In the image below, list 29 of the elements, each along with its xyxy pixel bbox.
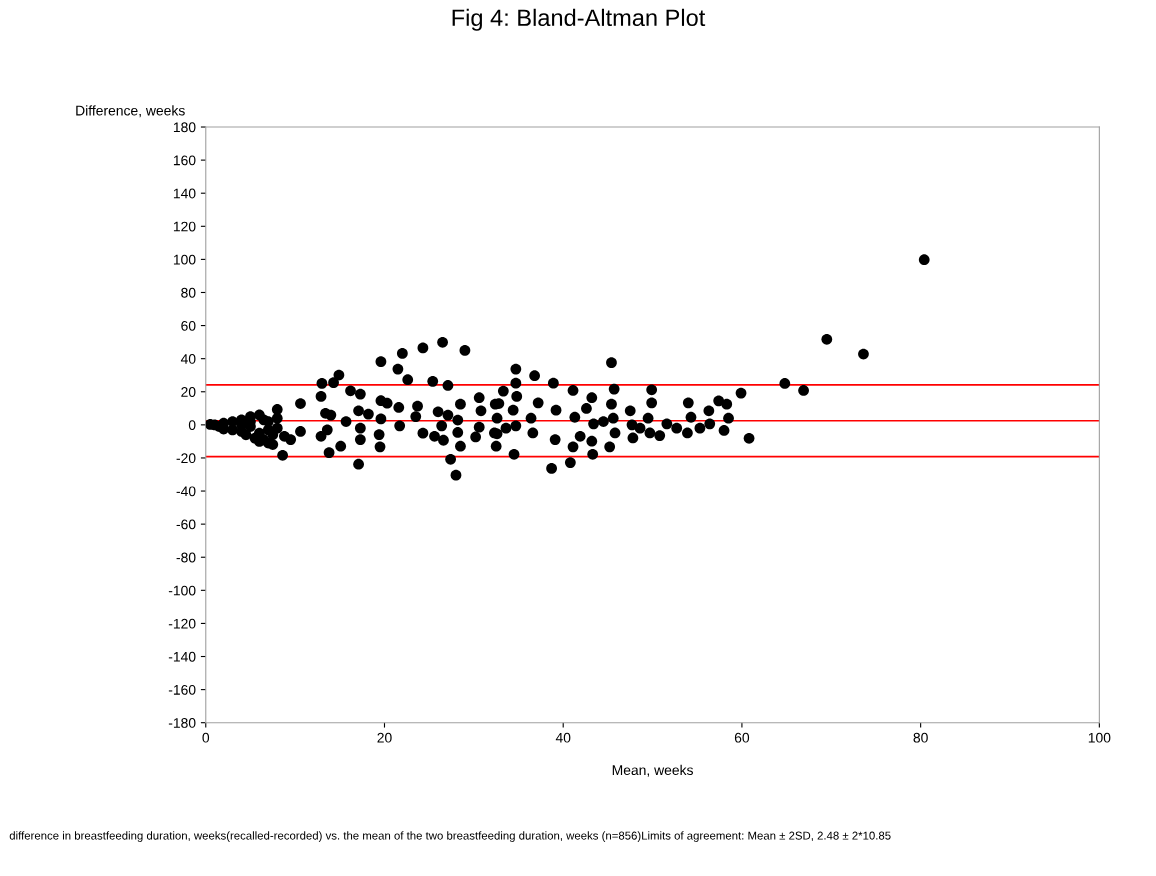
- y-tick-label: 140: [173, 188, 196, 199]
- y-tick-label: 180: [173, 122, 196, 133]
- y-tick-label: 160: [173, 155, 196, 166]
- y-tick-label: 80: [181, 287, 196, 298]
- x-tick-label: 0: [202, 732, 210, 743]
- x-tick-label: 20: [377, 732, 392, 743]
- y-tick-label: -140: [168, 651, 196, 662]
- y-tick-label: -40: [176, 486, 196, 497]
- y-tick-label: -100: [168, 585, 196, 596]
- x-tick-label: 100: [1088, 732, 1111, 743]
- chart-title: Fig 4: Bland-Altman Plot: [452, 8, 706, 31]
- y-tick-label: 120: [173, 221, 196, 232]
- y-tick-label: -20: [176, 453, 196, 464]
- y-tick-label: 40: [180, 354, 196, 364]
- y-tick-label: 20: [181, 387, 196, 397]
- y-tick-label: 60: [181, 320, 196, 331]
- x-axis-title: Mean, weeks: [612, 764, 693, 777]
- y-axis-title: Difference, weeks: [76, 105, 185, 118]
- y-tick-label: -180: [168, 718, 196, 728]
- y-tick-label: 0: [188, 420, 196, 431]
- x-tick-label: 80: [913, 732, 928, 743]
- y-tick-label: -60: [176, 519, 196, 530]
- y-tick-label: -80: [176, 552, 196, 563]
- x-tick-label: 40: [555, 732, 571, 743]
- text: difference in breastfeeding duration, weeks(recalled-recorded) vs. the mean of the two breastfeeding duration, weeks (n=856)Limits of agreement: Mean ± 2SD, 2.48 ± 2*10.85: [9, 831, 891, 842]
- x-tick-label: 60: [734, 732, 750, 743]
- y-tick-label: -120: [168, 618, 196, 629]
- y-tick-label: -160: [168, 684, 196, 695]
- y-tick-label: 100: [173, 254, 196, 265]
